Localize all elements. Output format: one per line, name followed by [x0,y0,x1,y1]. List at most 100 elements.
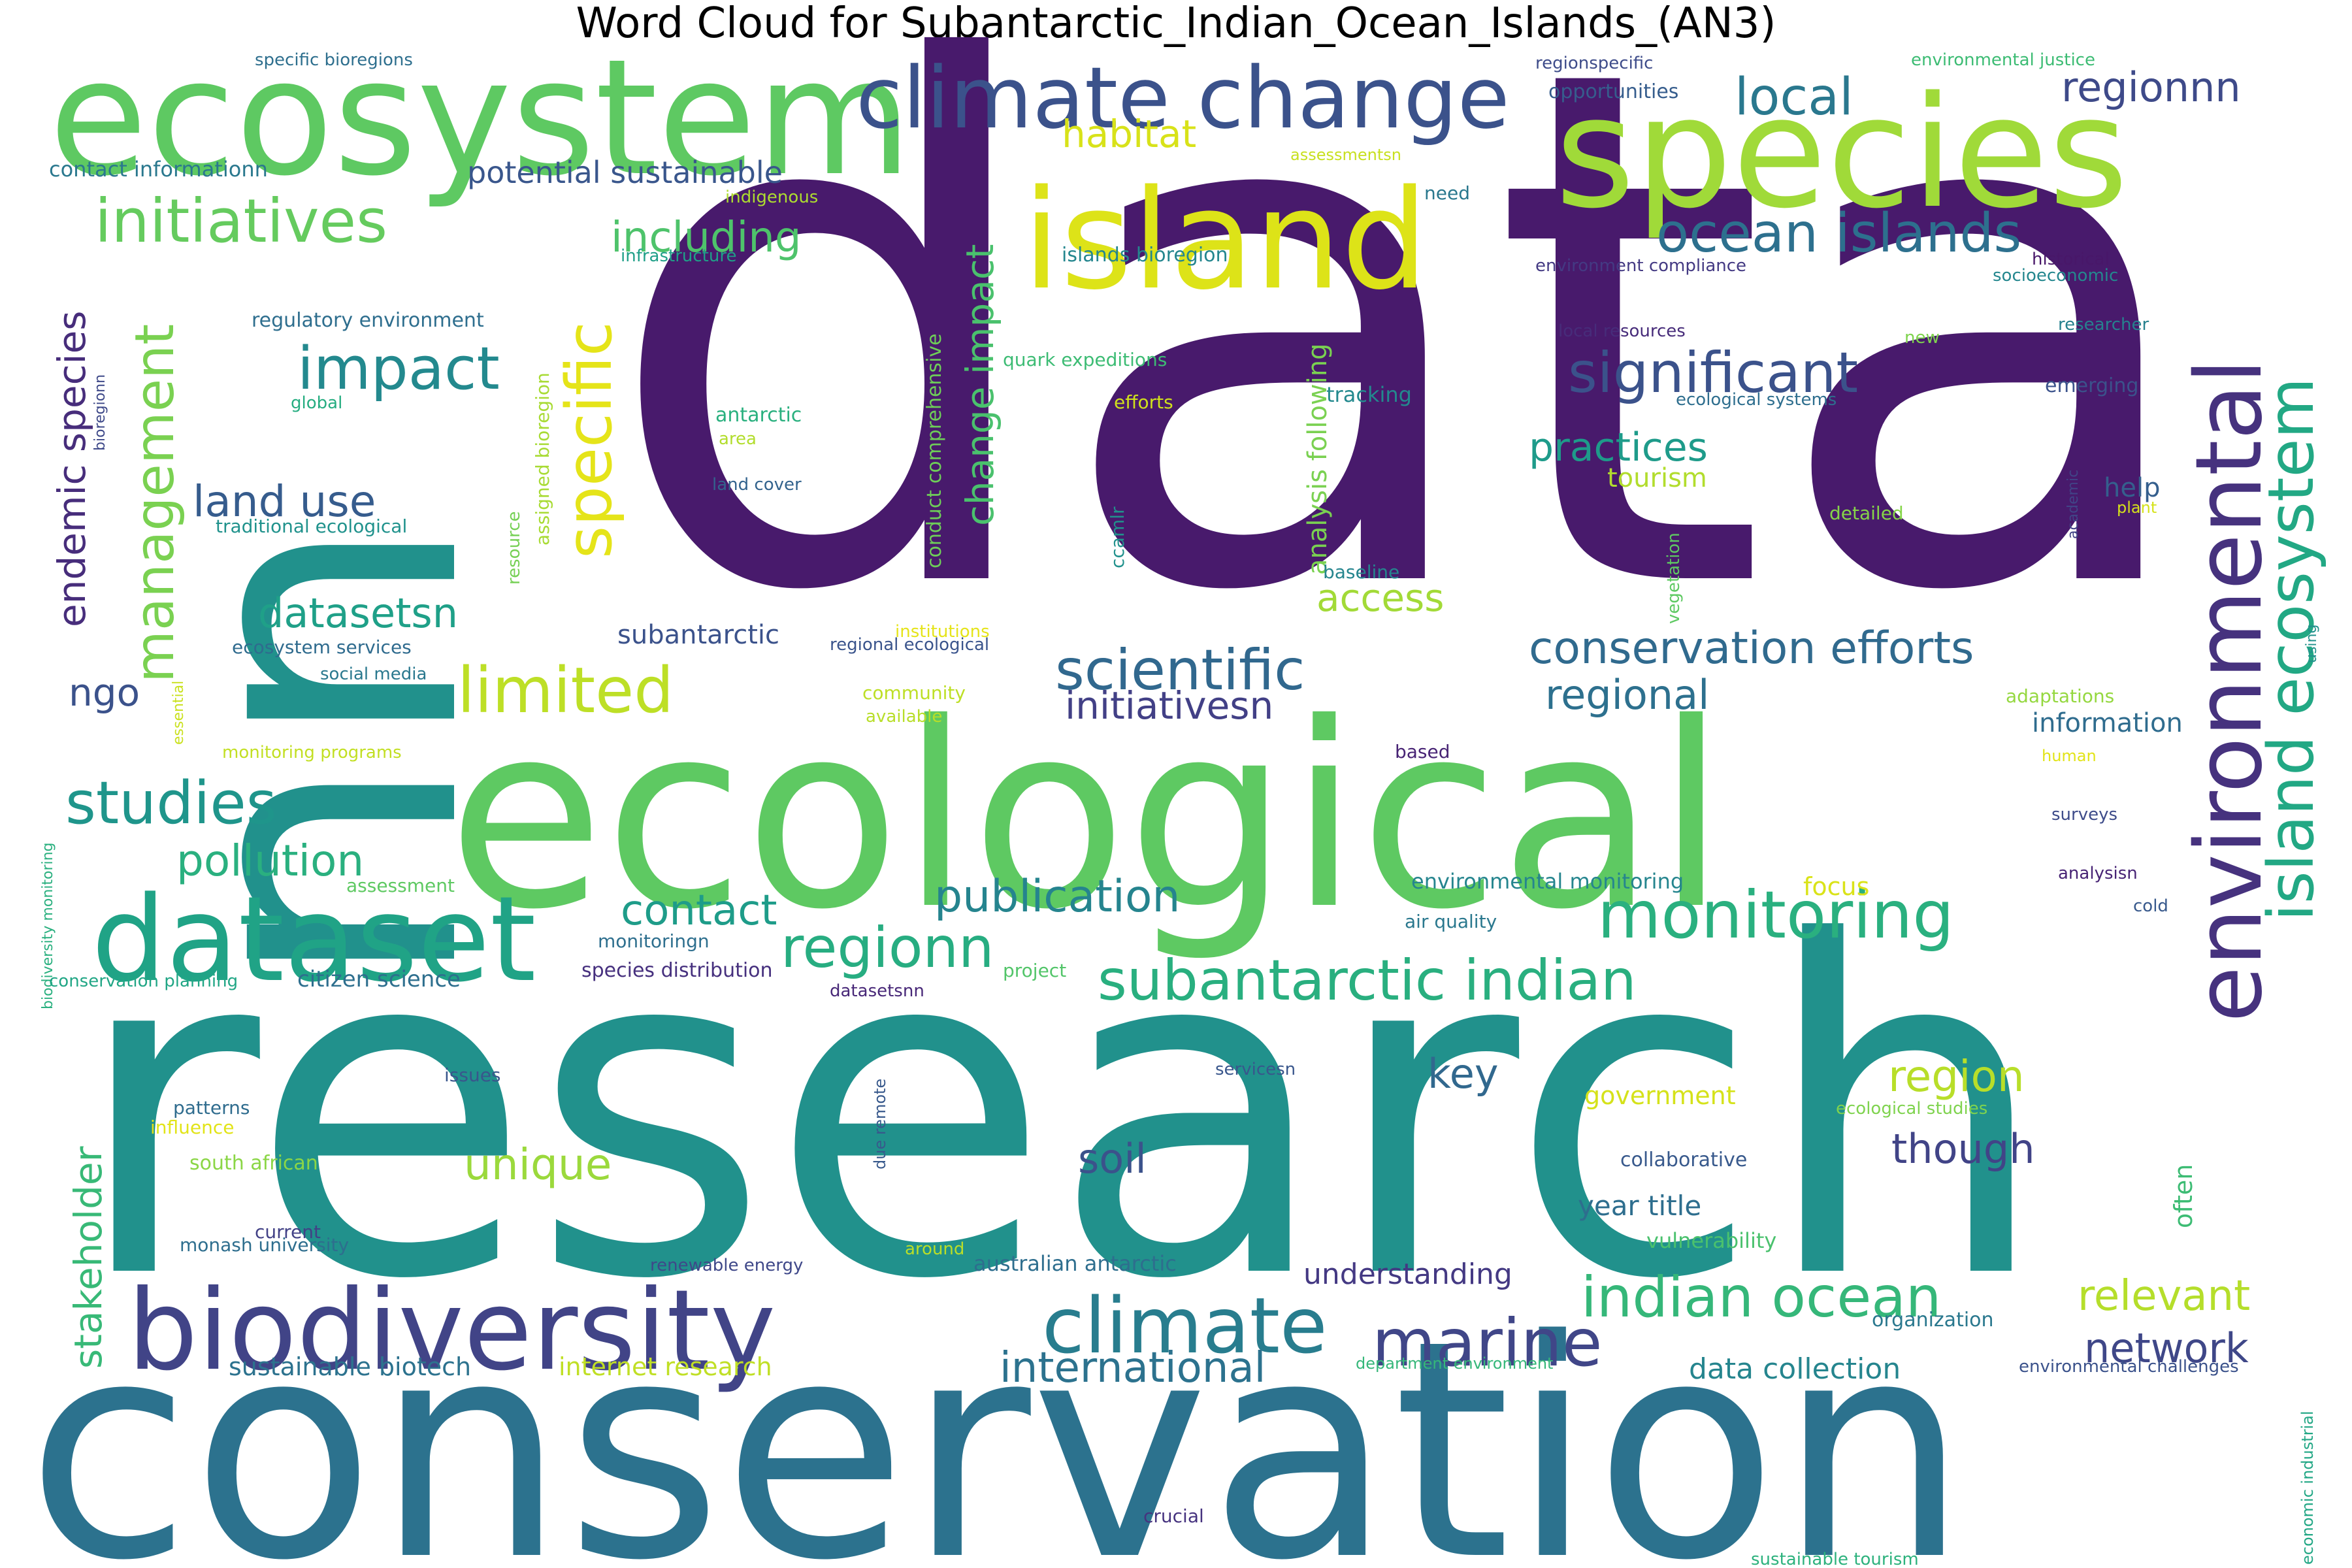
word-air-quality: air quality [1405,911,1497,932]
word-servicesn: servicesn [1215,1060,1296,1079]
word-monash-university: monash university [180,1234,349,1256]
word-assigned-bioregion: assigned bioregion [532,372,553,546]
word-contact: contact [621,887,777,935]
word-economic-industrial: economic industrial [2298,1411,2317,1565]
word-island: island [1022,160,1428,320]
word-key: key [1428,1050,1499,1098]
word-infrastructure: infrastructure [621,246,736,266]
word-new: new [1904,328,1940,348]
word-specific-bioregions: specific bioregions [255,50,413,70]
word-monitoring: monitoring [1597,877,1954,953]
word-management: management [124,324,186,683]
word-ngo: ngo [69,670,140,715]
word-assessmentsn: assessmentsn [1290,146,1401,164]
word-though: though [1891,1125,2034,1173]
word-data: data [601,0,2205,747]
word-conduct-comprehensive: conduct comprehensive [923,333,946,568]
word-conservation-efforts: conservation efforts [1529,623,1974,674]
word-crucial: crucial [1143,1505,1204,1527]
word-research: research [72,847,2050,1379]
word-indigenous: indigenous [725,188,818,207]
word-marine: marine [1372,1305,1603,1381]
word-datasetsnn: datasetsnn [830,981,924,1001]
word-analysis-following: analysis following [1303,344,1333,576]
word-year-title: year title [1578,1190,1701,1222]
word-human: human [2042,747,2097,765]
word-regionnn: regionnn [2061,63,2241,111]
word-environmental-monitoring: environmental monitoring [1411,869,1684,894]
word-island-ecosystem: island ecosystem [2255,378,2328,921]
word-regional-ecological: regional ecological [830,635,989,655]
word-internet-research: internet research [559,1352,772,1381]
word-understanding: understanding [1303,1258,1512,1291]
word-environment-compliance: environment compliance [1535,256,1746,276]
word-species-distribution: species distribution [581,959,773,982]
word-regionn: regionn [781,915,994,981]
word-climate-change: climate change [856,48,1510,148]
word-resource: resource [504,512,524,585]
word-organization: organization [1872,1309,1994,1331]
word-biodiversity: biodiversity [127,1266,776,1396]
word-available: available [866,707,942,727]
word-stakeholder: stakeholder [66,1146,110,1369]
word-patterns: patterns [173,1097,250,1119]
word-biodiversity-monitoring: biodiversity monitoring [40,842,56,1009]
word-vegetation: vegetation [1664,532,1684,624]
word-bioregionn: bioregionn [92,374,108,451]
word-socioeconomic: socioeconomic [1993,266,2118,286]
word-studies: studies [65,769,277,838]
word-contact-informationn: contact informationn [49,157,268,182]
word-ecosystem: ecosystem [49,25,912,211]
word-cold: cold [2133,896,2168,916]
word-opportunities: opportunities [1548,80,1678,103]
word-conservation-planning: conservation planning [49,972,238,991]
word-academic: academic [2065,470,2082,539]
word-initiativesn: initiativesn [1065,683,1273,728]
word-local: local [1735,68,1854,127]
word-publication: publication [934,871,1181,923]
word-department-environment: department environment [1356,1354,1553,1373]
word-adaptations: adaptations [2006,685,2114,707]
word-institutions: institutions [895,622,990,642]
word-collaborative: collaborative [1620,1149,1747,1171]
word-subantarctic-indian: subantarctic indian [1098,948,1637,1013]
word-scientific: scientific [1055,638,1305,703]
word-social-media: social media [320,664,427,684]
word-government: government [1584,1081,1736,1110]
word-using: using [2304,625,2320,663]
word-environmental-justice: environmental justice [1911,50,2095,70]
word-baseline: baseline [1323,561,1399,583]
word-species: species [1555,64,2129,242]
word-efforts: efforts [1114,391,1173,413]
word-assessment: assessment [346,875,455,896]
word-indian-ocean: indian ocean [1581,1265,1941,1330]
word-initiatives: initiatives [95,186,387,256]
word-dataset: dataset [91,872,536,1008]
word-conservation: conservation [26,1277,1968,1568]
word-information: information [2032,708,2183,738]
word-south-african: south african [189,1152,318,1175]
word-researcher: researcher [2058,315,2149,335]
word-islands-bioregion: islands bioregion [1062,244,1228,267]
word-regionspecific: regionspecific [1535,54,1653,73]
word-ecological-systems: ecological systems [1676,390,1837,410]
word-datasetsn: datasetsn [258,589,458,637]
word-subantarctic: subantarctic [617,620,779,650]
word-local-resources: local resources [1558,321,1686,341]
word-limited: limited [457,654,674,727]
word-including: including [611,214,801,262]
word-change-impact: change impact [958,244,1002,527]
word-often: often [2169,1164,2198,1228]
word-ecosystem-services: ecosystem services [232,636,412,658]
word-international: international [1000,1344,1266,1392]
word-regulatory-environment: regulatory environment [252,309,484,332]
word-renewable-energy: renewable energy [650,1256,803,1275]
word-help: help [2104,473,2160,503]
word-nn: nn [103,513,544,993]
word-specific: specific [553,321,626,559]
word-ecological: ecological [448,668,1727,965]
word-environmental: environmental [2176,359,2283,1022]
word-australian-antarctic: australian antarctic [973,1251,1177,1276]
